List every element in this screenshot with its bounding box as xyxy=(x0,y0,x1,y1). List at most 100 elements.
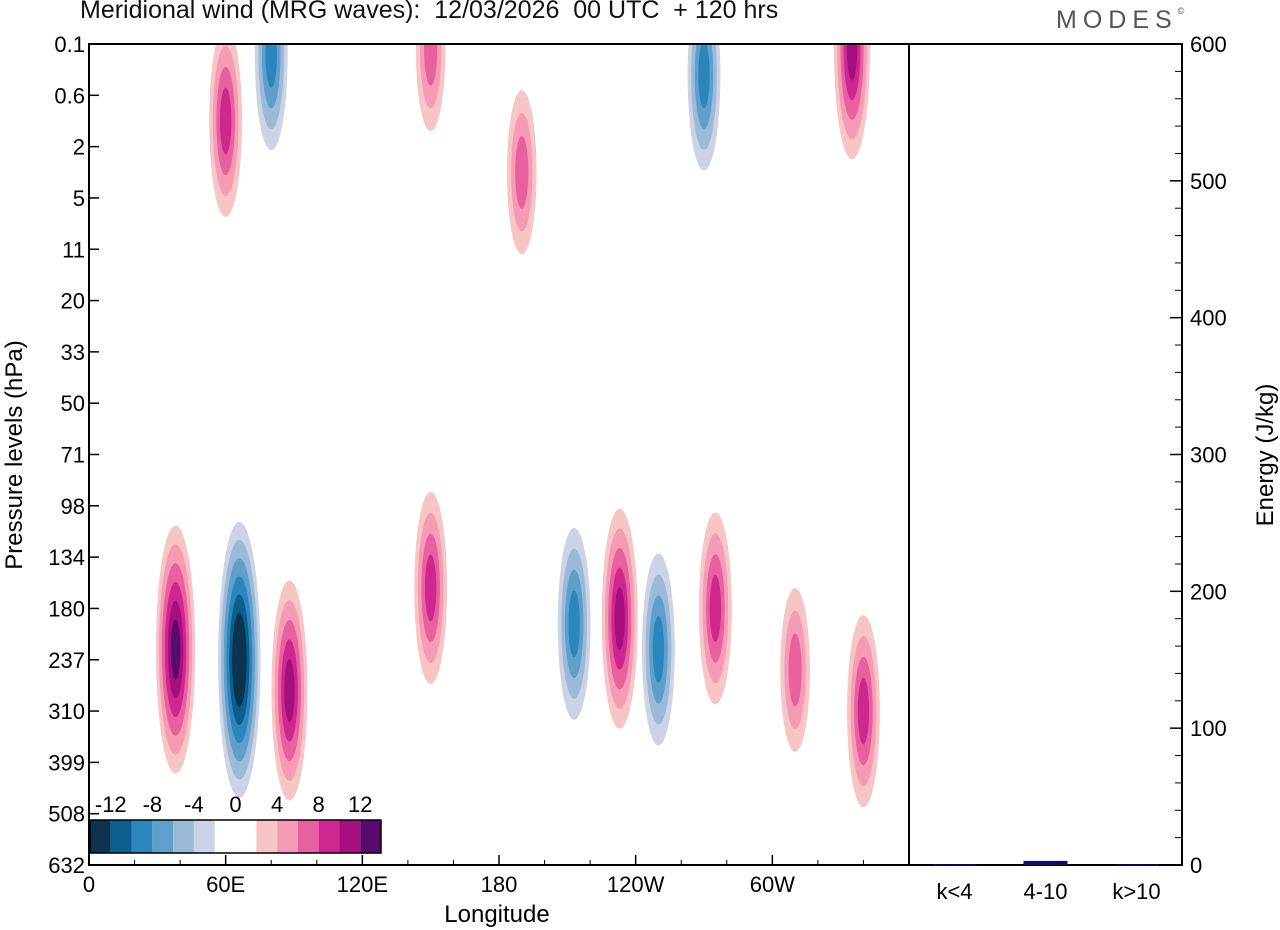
colorbar-label: -12 xyxy=(95,792,127,817)
colorbar-swatch xyxy=(277,820,298,853)
energy-tick-label: 100 xyxy=(1190,716,1227,741)
colorbar-swatch xyxy=(235,820,257,853)
y-tick-label: 5 xyxy=(73,186,85,211)
x-tick-label: 60W xyxy=(750,872,795,897)
colorbar-frame xyxy=(89,819,382,854)
chart-title: Meridional wind (MRG waves): 12/03/2026 … xyxy=(80,0,779,24)
energy-category-label: 4-10 xyxy=(1023,879,1067,904)
energy-tick-label: 400 xyxy=(1190,306,1227,331)
x-tick-label: 120E xyxy=(337,872,388,897)
y-tick-label: 399 xyxy=(48,750,85,775)
energy-bar xyxy=(932,864,977,866)
energy-bars: k<4 4-10 k>10 xyxy=(932,860,1161,904)
colorbar-swatch xyxy=(214,820,236,853)
energy-axis-title: Energy (J/kg) xyxy=(1252,384,1279,527)
heatmap-anomaly xyxy=(218,521,261,798)
y-tick-label: 2 xyxy=(73,135,85,160)
y-tick-label: 50 xyxy=(61,391,85,416)
heatmap-anomaly xyxy=(687,44,721,171)
heatmap-contour xyxy=(284,659,295,722)
y-tick-label: 310 xyxy=(48,699,85,724)
heatmap-contour xyxy=(424,44,438,86)
heatmap-anomaly xyxy=(155,525,196,774)
x-tick-label: 60E xyxy=(206,872,245,897)
brand-text: MODES xyxy=(1056,6,1178,34)
heatmap-anomaly xyxy=(415,44,446,132)
heatmap-contour xyxy=(788,633,802,707)
y-tick-label: 0.1 xyxy=(54,32,85,57)
colorbar-swatch xyxy=(339,820,361,853)
energy-tick-label: 0 xyxy=(1190,853,1202,878)
energy-axis: 0 100 200 300 400 500 600 xyxy=(1170,32,1227,878)
brand-mark: © xyxy=(1177,6,1185,16)
y-tick-label: 33 xyxy=(61,340,85,365)
y-tick-label: 20 xyxy=(61,289,85,314)
heatmap-contour xyxy=(857,677,870,745)
colorbar: -12 -8 -4 0 4 8 12 xyxy=(89,792,382,854)
energy-category-label: k<4 xyxy=(936,879,972,904)
heatmap-anomaly xyxy=(414,491,448,684)
energy-tick-label: 200 xyxy=(1190,579,1227,604)
colorbar-swatch xyxy=(110,820,132,853)
heatmap-anomaly xyxy=(698,512,732,705)
heatmap-contour xyxy=(709,575,722,642)
colorbar-swatch xyxy=(131,820,153,853)
colorbar-label: -8 xyxy=(143,792,163,817)
energy-tick-label: 300 xyxy=(1190,443,1227,468)
heatmap-anomaly xyxy=(847,615,880,808)
y-tick-label: 508 xyxy=(48,802,85,827)
energy-tick-label: 500 xyxy=(1190,169,1227,194)
heatmap-contour xyxy=(846,44,858,81)
y-tick-label: 98 xyxy=(61,494,85,519)
heatmap-contour xyxy=(698,44,710,109)
y-tick-label: 0.6 xyxy=(54,83,85,108)
heatmap-contour xyxy=(652,616,665,683)
colorbar-swatch xyxy=(152,820,174,853)
heatmap-contour xyxy=(219,87,232,155)
heatmap-contour xyxy=(265,44,277,88)
energy-category-label: k>10 xyxy=(1112,879,1160,904)
heatmap-contour xyxy=(568,590,580,658)
colorbar-label: 4 xyxy=(271,792,283,817)
colorbar-swatch xyxy=(90,820,111,853)
y-tick-label: 180 xyxy=(48,596,85,621)
x-tick-label: 180 xyxy=(481,872,518,897)
colorbar-swatch xyxy=(360,820,381,853)
heatmap-anomaly xyxy=(601,508,638,729)
y-tick-label: 134 xyxy=(48,545,85,570)
energy-panel-frame xyxy=(908,43,1183,866)
y-axis-title: Pressure levels (hPa) xyxy=(1,340,28,569)
energy-bar xyxy=(1114,864,1159,866)
colorbar-swatch xyxy=(297,820,319,853)
heatmap-anomaly xyxy=(780,588,810,753)
heatmap-contour xyxy=(614,587,625,651)
x-axis: 0 60E 120E 180 120W 60W xyxy=(83,855,864,897)
colorbar-label: 0 xyxy=(229,792,241,817)
y-tick-label: 237 xyxy=(48,648,85,673)
heatmap-anomaly xyxy=(254,44,288,151)
heatmap-anomaly xyxy=(557,527,591,720)
colorbar-swatch xyxy=(318,820,340,853)
heatmap-anomaly xyxy=(506,90,537,255)
brand-logo: MODES© xyxy=(1056,6,1184,35)
y-tick-label: 11 xyxy=(62,237,85,262)
colorbar-swatch xyxy=(193,820,215,853)
heatmap-contour xyxy=(515,135,529,209)
y-tick-label: 632 xyxy=(48,853,85,878)
colorbar-label: 8 xyxy=(313,792,325,817)
heatmap-anomaly xyxy=(642,553,675,746)
colorbar-label: -4 xyxy=(184,792,204,817)
colorbar-swatch xyxy=(256,820,278,853)
heatmap-contour xyxy=(424,554,437,622)
heatmap-anomaly xyxy=(834,44,871,160)
heatmap-field-layer xyxy=(155,44,880,808)
x-tick-label: 0 xyxy=(83,872,95,897)
heatmap-anomaly xyxy=(209,44,243,217)
y-axis: 0.1 0.6 2 5 11 20 33 50 71 98 134 180 237 310 399 508 63… xyxy=(48,32,99,878)
energy-bar xyxy=(1023,860,1068,865)
heatmap-anomaly xyxy=(271,580,308,801)
x-tick-label: 120W xyxy=(607,872,665,897)
x-axis-title: Longitude xyxy=(444,901,549,928)
heatmap-contour xyxy=(234,630,244,689)
